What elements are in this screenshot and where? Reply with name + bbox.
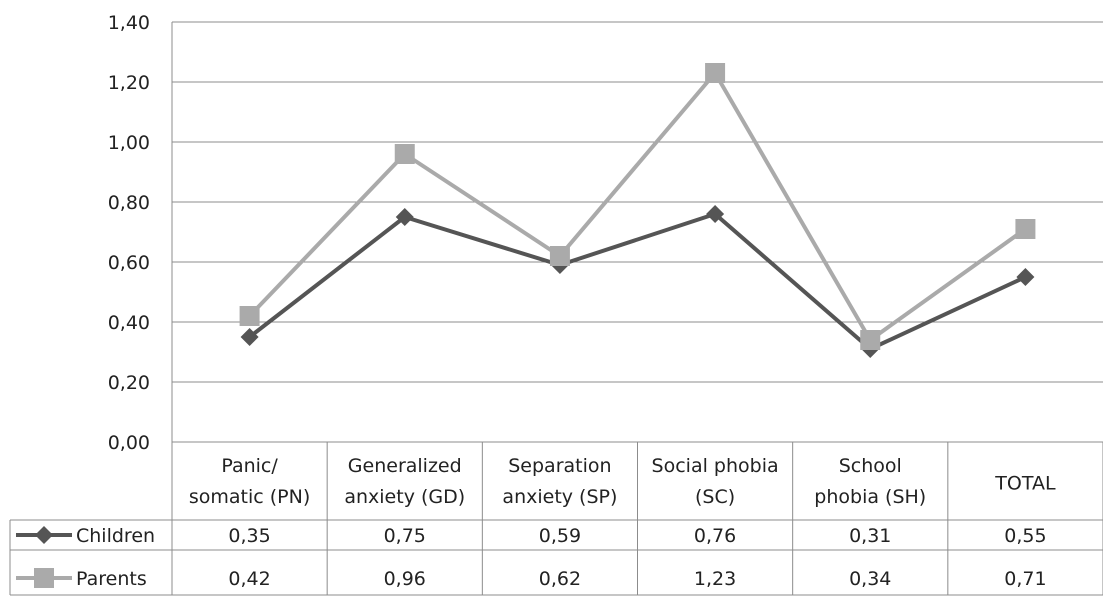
series-layer — [239, 63, 1036, 358]
y-tick-label: 1,40 — [108, 12, 150, 34]
data-table-value: 1,23 — [694, 568, 736, 590]
category-label: somatic (PN) — [189, 486, 310, 508]
series-children — [240, 205, 1035, 358]
category-label: Generalized — [348, 455, 462, 477]
data-table: Panic/somatic (PN) Generalized anxiety (GD… — [9, 442, 1103, 596]
category-label: Social phobia — [652, 455, 779, 477]
category-label: TOTAL — [994, 473, 1056, 495]
gridlines — [172, 21, 1103, 443]
y-tick-label: 0,00 — [108, 432, 150, 454]
legend-label: Children — [76, 525, 155, 547]
square-marker — [394, 144, 415, 164]
data-table-value: 0,42 — [228, 568, 270, 590]
y-tick-label: 1,20 — [108, 72, 150, 94]
series-line — [248, 212, 1027, 351]
y-tick-label: 0,60 — [108, 252, 150, 274]
category-label: Panic/ — [221, 455, 278, 477]
series-line — [248, 71, 1027, 342]
data-table-value: 0,55 — [1004, 525, 1046, 547]
data-table-value: 0,71 — [1004, 568, 1046, 590]
y-axis: 0,00 0,20 0,40 0,60 0,80 1,00 1,20 1,40 — [108, 12, 173, 595]
data-table-value: 0,96 — [384, 568, 426, 590]
category-label: (SC) — [695, 486, 735, 508]
data-table-value: 0,31 — [849, 525, 891, 547]
y-tick-label: 0,80 — [108, 192, 150, 214]
y-tick-label: 1,00 — [108, 132, 150, 154]
square-marker — [860, 330, 881, 350]
diamond-marker — [706, 205, 725, 223]
square-marker — [705, 63, 726, 83]
data-table-value: 0,76 — [694, 525, 736, 547]
diamond-marker — [240, 328, 259, 346]
diamond-marker — [1016, 268, 1035, 286]
category-label: anxiety (GD) — [344, 486, 465, 508]
data-table-value: 0,35 — [228, 525, 270, 547]
data-table-value: 0,34 — [849, 568, 891, 590]
square-marker — [34, 568, 54, 588]
data-table-value: 0,62 — [539, 568, 581, 590]
legend-label: Parents — [76, 568, 147, 590]
square-marker — [1015, 219, 1036, 239]
category-label: School — [839, 455, 902, 477]
series-parents — [239, 63, 1036, 350]
y-tick-label: 0,40 — [108, 312, 150, 334]
square-marker — [239, 306, 260, 326]
diamond-marker — [395, 208, 414, 226]
category-label: Separation — [508, 455, 611, 477]
category-label: phobia (SH) — [814, 486, 926, 508]
y-tick-label: 0,20 — [108, 372, 150, 394]
data-table-value: 0,59 — [539, 525, 581, 547]
data-table-value: 0,75 — [384, 525, 426, 547]
square-marker — [549, 246, 570, 266]
category-label: anxiety (SP) — [502, 486, 617, 508]
diamond-marker — [35, 526, 53, 544]
